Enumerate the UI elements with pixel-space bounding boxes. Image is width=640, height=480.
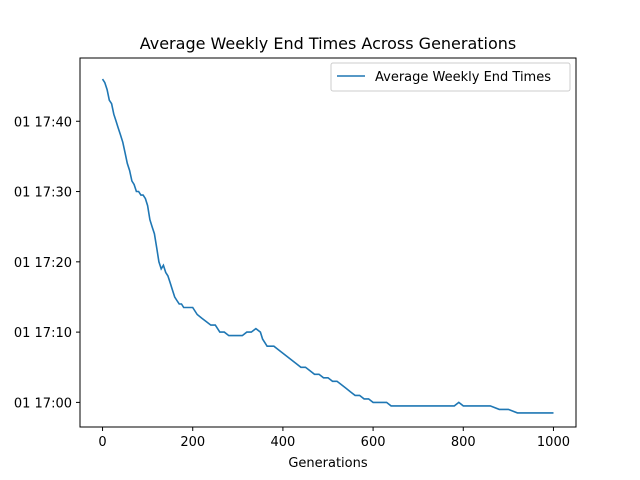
y-tick-label: 01 17:20 (14, 256, 72, 271)
y-tick-label: 01 17:00 (14, 396, 72, 411)
plot-area-frame (79, 57, 577, 428)
legend: Average Weekly End Times (330, 62, 571, 92)
x-tick-label: 400 (270, 435, 295, 450)
x-axis-ticks: 0 200 400 600 800 1000 (98, 427, 570, 450)
y-axis-ticks: 01 17:00 01 17:10 01 17:20 01 17:30 01 17:40 (14, 115, 80, 411)
legend-label: Average Weekly End Times (375, 70, 551, 85)
series-line-average-weekly-end-times (101, 78, 554, 414)
x-tick-label: 1000 (537, 435, 570, 450)
y-tick-label: 01 17:40 (14, 115, 72, 130)
x-tick-label: 200 (180, 435, 205, 450)
y-tick-label: 01 17:30 (14, 186, 72, 201)
x-axis-title: Generations (288, 456, 368, 471)
chart-title: Average Weekly End Times Across Generati… (140, 34, 517, 53)
x-tick-label: 0 (98, 435, 106, 450)
y-tick-label: 01 17:10 (14, 326, 72, 341)
x-tick-label: 800 (451, 435, 476, 450)
x-tick-label: 600 (361, 435, 386, 450)
legend-box (330, 62, 571, 92)
